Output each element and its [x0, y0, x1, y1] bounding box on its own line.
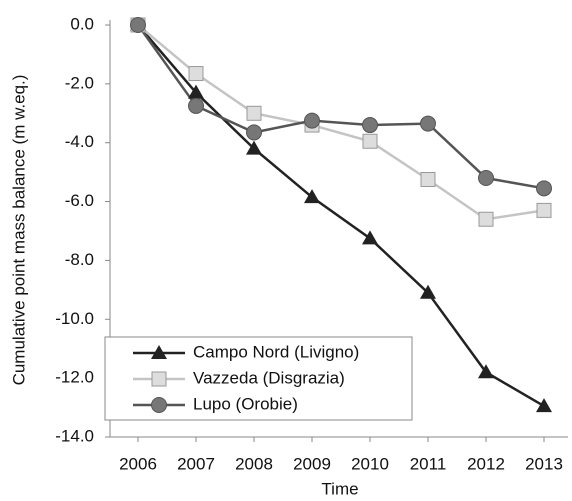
y-tick-label: -14.0: [55, 426, 94, 445]
marker: [420, 284, 436, 299]
line: [136, 24, 545, 190]
marker: [188, 97, 204, 114]
line: [137, 24, 545, 221]
marker: [246, 124, 262, 141]
marker: [304, 189, 320, 204]
y-tick-label: -4.0: [65, 132, 94, 151]
marker: [246, 140, 262, 155]
marker: [420, 115, 436, 132]
marker: [188, 84, 204, 99]
x-tick-label: 2012: [467, 454, 505, 473]
x-tick-label: 2011: [410, 454, 447, 473]
y-tick-label: 0.0: [70, 14, 94, 33]
marker: [362, 117, 378, 134]
marker: [246, 105, 262, 121]
line: [137, 24, 545, 408]
x-tick-label: 2010: [351, 454, 389, 473]
marker: [536, 398, 552, 413]
marker: [536, 180, 552, 197]
legend-marker: [151, 397, 167, 413]
x-tick-label: 2006: [119, 454, 157, 473]
y-tick-label: -12.0: [55, 368, 94, 387]
x-tick-label: 2008: [235, 454, 273, 473]
legend-marker: [151, 371, 167, 387]
marker: [362, 133, 378, 149]
legend-label: Campo Nord (Livigno): [193, 342, 359, 361]
x-tick-label: 2013: [525, 454, 563, 473]
marker: [478, 211, 494, 227]
y-tick-label: -10.0: [55, 309, 94, 328]
marker: [304, 112, 320, 129]
marker: [420, 172, 436, 187]
y-axis-title: Cumulative point mass balance (m w.eq.): [9, 75, 28, 386]
marker: [362, 230, 378, 245]
y-tick-label: -8.0: [65, 250, 94, 269]
x-tick-label: 2007: [177, 454, 215, 473]
marker: [188, 66, 204, 82]
y-tick-label: -6.0: [65, 191, 94, 210]
x-axis-title: Time: [321, 479, 358, 498]
x-tick-label: 2009: [293, 454, 331, 473]
legend-marker: [151, 345, 167, 359]
marker: [478, 170, 494, 187]
marker: [478, 364, 494, 379]
legend-label: Lupo (Orobie): [193, 394, 298, 413]
y-tick-label: -2.0: [65, 73, 94, 92]
legend-label: Vazzeda (Disgrazia): [193, 368, 345, 387]
marker: [130, 17, 146, 33]
marker: [536, 202, 552, 218]
